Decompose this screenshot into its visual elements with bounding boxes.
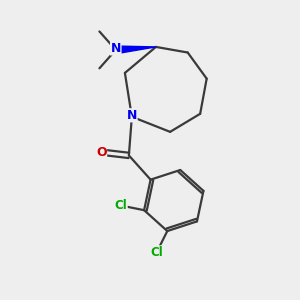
Text: Cl: Cl bbox=[114, 199, 127, 212]
Polygon shape bbox=[116, 46, 156, 54]
Text: N: N bbox=[111, 42, 121, 55]
Text: O: O bbox=[96, 146, 106, 159]
Text: N: N bbox=[127, 109, 137, 122]
Text: Cl: Cl bbox=[150, 246, 163, 259]
